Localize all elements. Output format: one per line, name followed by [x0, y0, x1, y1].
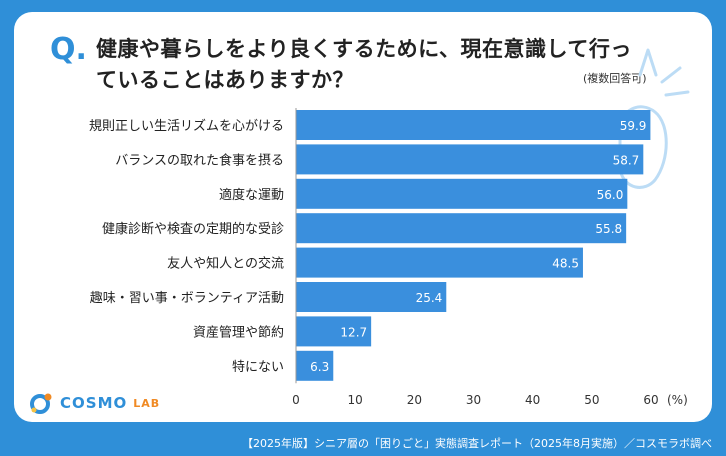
category-label: 適度な運動 — [219, 187, 284, 203]
category-label: 趣味・習い事・ボランティア活動 — [90, 291, 284, 306]
multiple-answer-note: (複数回答可) — [583, 72, 647, 85]
value-label: 59.9 — [620, 119, 647, 133]
cosmo-logo-icon — [30, 392, 54, 414]
category-label: 友人や知人との交流 — [167, 256, 284, 272]
value-label: 25.4 — [416, 291, 443, 305]
bar — [296, 247, 583, 278]
bar — [296, 144, 644, 175]
bar — [296, 110, 651, 140]
bar — [296, 178, 628, 209]
value-label: 12.7 — [340, 325, 367, 339]
x-tick-label: 20 — [407, 393, 422, 407]
cosmo-lab-logo: COSMO LAB — [30, 392, 160, 414]
bar — [296, 213, 627, 244]
x-tick-label: 60 — [643, 393, 658, 407]
question-mark: Q. — [50, 32, 87, 67]
category-label: 資産管理や節約 — [193, 324, 284, 340]
source-footer: 【2025年版】シニア層の「困りごと」実態調査レポート（2025年8月実施）／コ… — [242, 437, 712, 450]
value-label: 48.5 — [552, 257, 579, 271]
bar — [296, 316, 372, 347]
bar — [296, 282, 447, 312]
category-label: 規則正しい生活リズムを心がける — [89, 118, 284, 134]
chart-title: 健康や暮らしをより良くするために、現在意識して行っていることはありますか？ — [96, 37, 632, 92]
value-label: 58.7 — [613, 153, 640, 167]
logo-suffix: LAB — [133, 396, 161, 410]
value-label: 55.8 — [595, 222, 622, 236]
x-tick-label: 50 — [584, 393, 599, 407]
x-tick-label: 0 — [292, 393, 300, 407]
value-label: 56.0 — [597, 188, 624, 202]
x-tick-label: 40 — [525, 393, 540, 407]
x-axis-unit: (%) — [667, 393, 688, 407]
category-label: 特にない — [232, 360, 284, 375]
logo-name: COSMO — [60, 394, 128, 412]
x-tick-label: 10 — [348, 393, 363, 407]
x-tick-label: 30 — [466, 393, 481, 407]
value-label: 6.3 — [310, 360, 329, 374]
decorative-figure-icon — [618, 48, 690, 189]
bar — [296, 350, 334, 381]
category-label: 健康診断や検査の定期的な受診 — [102, 221, 284, 237]
category-label: バランスの取れた食事を摂る — [115, 152, 284, 168]
